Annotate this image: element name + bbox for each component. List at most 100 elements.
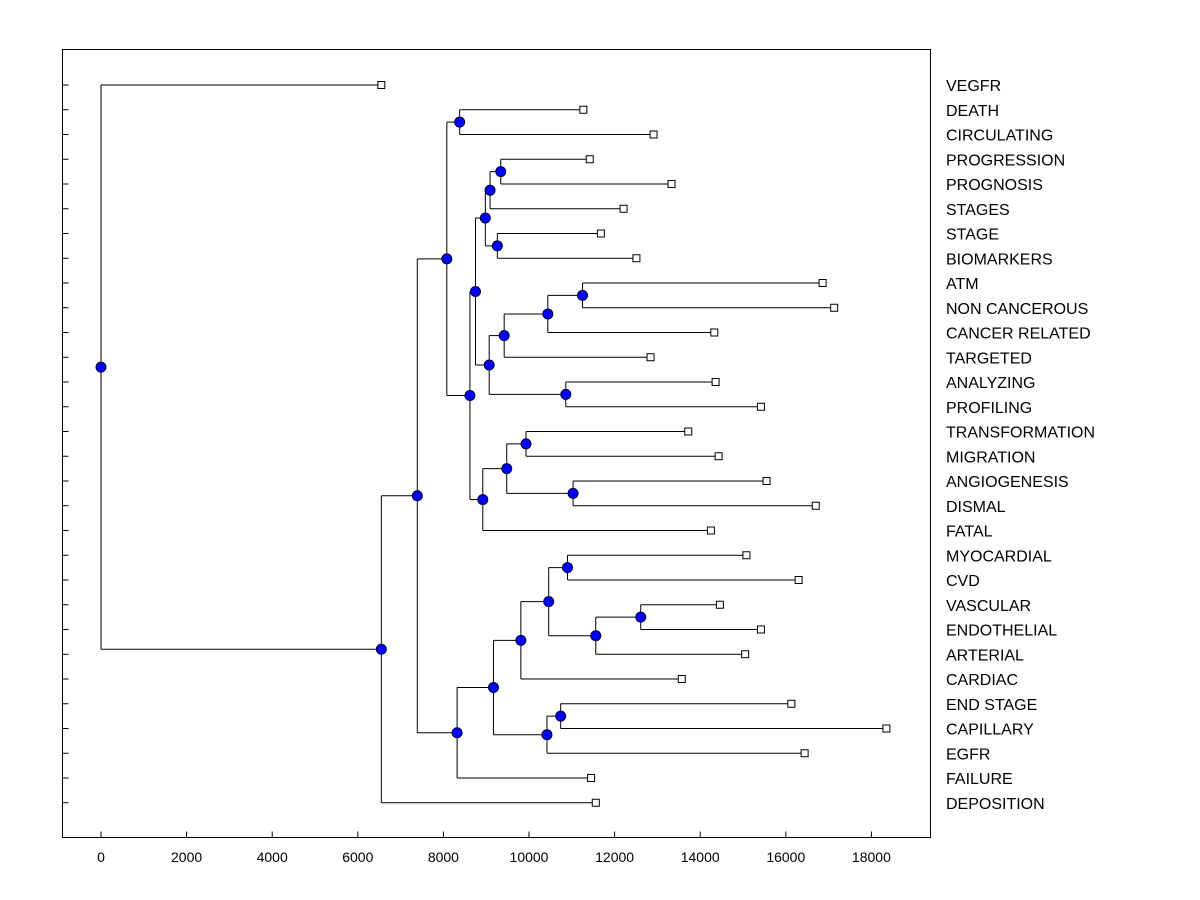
cluster-node	[411, 490, 423, 502]
cluster-node	[479, 212, 491, 224]
cluster-node	[495, 166, 507, 178]
cluster-node	[95, 361, 107, 373]
leaf-label: CARDIAC	[946, 672, 1018, 689]
plot-frame	[62, 49, 931, 838]
leaf-label: PROGRESSION	[946, 152, 1065, 169]
cluster-node	[487, 682, 499, 694]
leaf-marker	[667, 180, 676, 188]
x-tick-label: 14000	[681, 849, 720, 865]
leaf-marker	[585, 155, 594, 164]
cluster-node	[520, 438, 532, 450]
leaf-marker	[706, 526, 715, 535]
leaf-marker	[794, 576, 803, 584]
leaf-label: DISMAL	[946, 499, 1006, 516]
leaf-label: MIGRATION	[946, 449, 1035, 466]
x-tick-label: 8000	[428, 849, 459, 865]
leaf-label: ANALYZING	[946, 375, 1036, 392]
axis-ticks: 0 2000 4000 6000 8000 10000 12000 14000 16000 180…	[62, 84, 891, 865]
leaf-marker	[715, 600, 724, 609]
leaf-label: CVD	[946, 573, 980, 590]
cluster-node	[555, 710, 567, 722]
cluster-node	[590, 630, 602, 642]
leaf-label: TARGETED	[946, 350, 1032, 367]
cluster-node	[375, 643, 387, 655]
leaf-marker	[646, 353, 655, 362]
x-tick-label: 12000	[595, 849, 634, 865]
x-tick-label: 18000	[852, 849, 891, 865]
leaf-label: EGFR	[946, 746, 990, 763]
leaf-marker	[756, 402, 765, 411]
leaf-marker	[579, 105, 588, 114]
leaf-marker	[711, 378, 720, 386]
leaf-label: FAILURE	[946, 771, 1013, 788]
leaf-marker	[377, 81, 386, 89]
leaf-marker	[649, 130, 658, 139]
cluster-node	[635, 611, 647, 623]
cluster-node	[501, 463, 513, 475]
leaf-marker	[762, 477, 771, 485]
cluster-node	[567, 487, 579, 499]
leaf-label: VEGFR	[946, 78, 1001, 95]
leaf-marker	[714, 452, 723, 461]
cluster-node	[498, 330, 510, 342]
leaf-label: ARTERIAL	[946, 647, 1024, 664]
cluster-node	[454, 116, 466, 128]
cluster-node	[543, 596, 555, 608]
cluster-node	[541, 729, 553, 741]
leaf-label: DEATH	[946, 103, 999, 120]
leaf-label: ANGIOGENESIS	[946, 474, 1069, 491]
leaf-marker	[596, 229, 605, 238]
leaf-marker	[587, 774, 596, 782]
cluster-node	[483, 359, 495, 371]
leaf-label: END STAGE	[946, 697, 1037, 714]
leaf-marker	[800, 749, 809, 758]
cluster-node	[464, 390, 476, 402]
x-tick-label: 0	[97, 849, 105, 865]
leaf-label: DEPOSITION	[946, 796, 1045, 813]
cluster-node	[441, 253, 453, 265]
x-tick-label: 4000	[257, 849, 288, 865]
leaf-label: NON CANCEROUS	[946, 301, 1088, 318]
leaf-label: BIOMARKERS	[946, 251, 1053, 268]
leaf-marker	[818, 279, 827, 287]
leaf-label: STAGES	[946, 202, 1010, 219]
leaf-label: CANCER RELATED	[946, 326, 1091, 343]
leaf-markers	[377, 81, 891, 807]
leaf-marker	[677, 675, 686, 683]
cluster-node	[491, 240, 503, 252]
leaf-label: MYOCARDIAL	[946, 548, 1052, 565]
leaf-marker	[811, 501, 820, 510]
cluster-node	[542, 308, 554, 320]
leaf-label: VASCULAR	[946, 598, 1031, 615]
leaf-marker	[830, 303, 839, 312]
cluster-node	[577, 289, 588, 301]
x-tick-label: 6000	[342, 849, 373, 865]
leaf-label: CIRCULATING	[946, 128, 1053, 145]
leaf-marker	[591, 798, 600, 807]
leaf-marker	[756, 625, 765, 634]
leaf-marker	[684, 427, 693, 436]
x-tick-label: 2000	[171, 849, 202, 865]
cluster-node	[477, 494, 489, 506]
cluster-node	[515, 634, 527, 646]
cluster-node	[562, 562, 574, 574]
leaf-label: CAPILLARY	[946, 722, 1034, 739]
leaf-marker	[882, 724, 891, 733]
leaf-marker	[710, 328, 719, 337]
cluster-nodes	[95, 116, 647, 741]
cluster-node	[470, 286, 481, 298]
leaf-label: PROGNOSIS	[946, 177, 1043, 194]
leaf-label: TRANSFORMATION	[946, 425, 1095, 442]
leaf-marker	[741, 650, 750, 659]
leaf-marker	[619, 204, 628, 213]
x-tick-label: 10000	[510, 849, 549, 865]
leaf-marker	[787, 699, 796, 708]
leaf-marker	[632, 254, 641, 263]
leaf-label: FATAL	[946, 524, 993, 541]
cluster-node	[451, 727, 463, 739]
x-tick-label: 16000	[766, 849, 805, 865]
leaf-label: PROFILING	[946, 400, 1032, 417]
cluster-node	[560, 388, 572, 400]
leaf-label: ENDOTHELIAL	[946, 623, 1057, 640]
